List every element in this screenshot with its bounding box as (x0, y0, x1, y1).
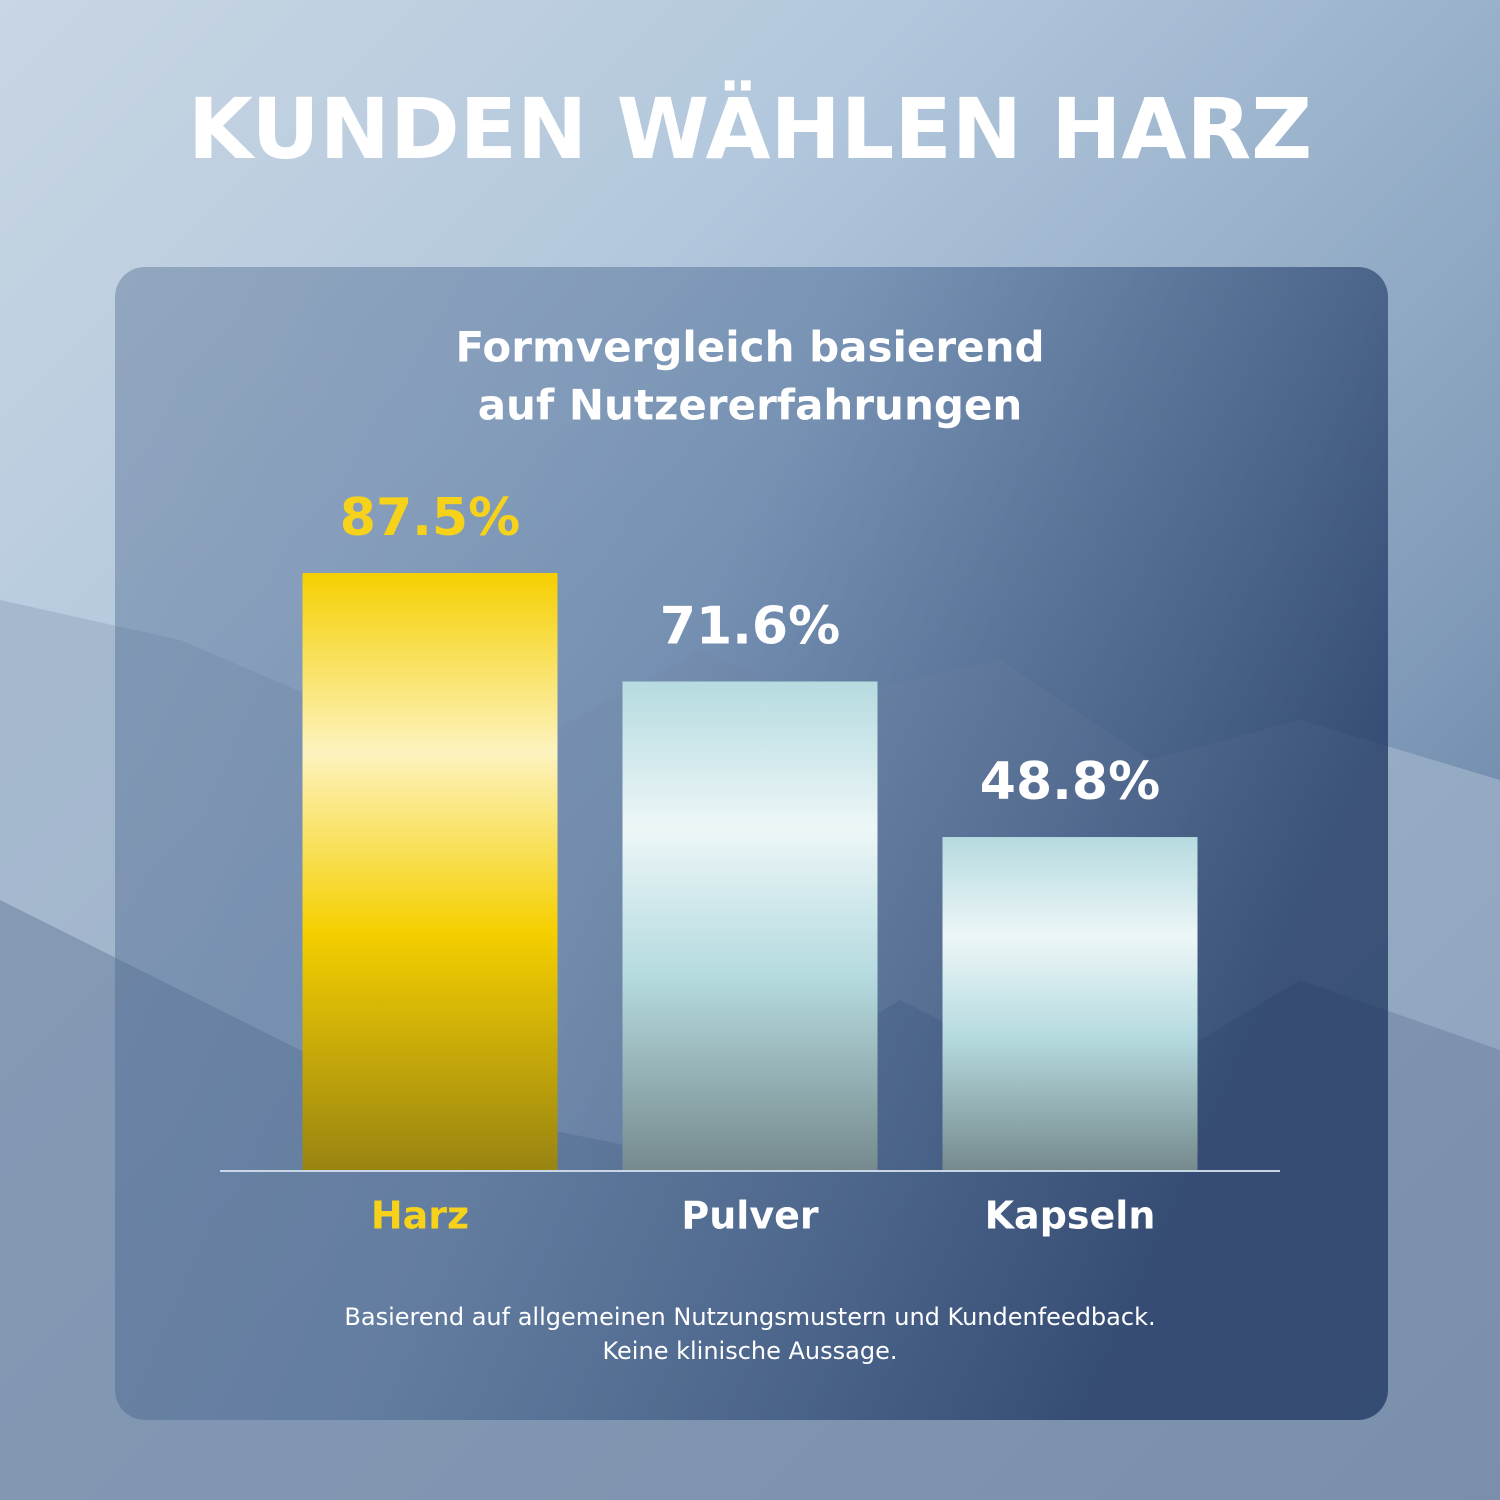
footnote: Basierend auf allgemeinen Nutzungsmuster… (344, 1303, 1155, 1331)
value-label: 48.8% (980, 752, 1160, 812)
category-label: Harz (371, 1194, 469, 1238)
footnote: Keine klinische Aussage. (603, 1337, 898, 1365)
category-label: Pulver (681, 1194, 818, 1238)
bar (942, 837, 1198, 1170)
bar (622, 681, 878, 1170)
title: KUNDEN WÄHLEN HARZ (188, 80, 1312, 178)
value-label: 87.5% (340, 488, 520, 548)
category-label: Kapseln (985, 1194, 1156, 1238)
subtitle: auf Nutzererfahrungen (478, 381, 1023, 430)
bar (302, 573, 558, 1170)
value-label: 71.6% (660, 596, 840, 656)
subtitle: Formvergleich basierend (455, 323, 1044, 372)
